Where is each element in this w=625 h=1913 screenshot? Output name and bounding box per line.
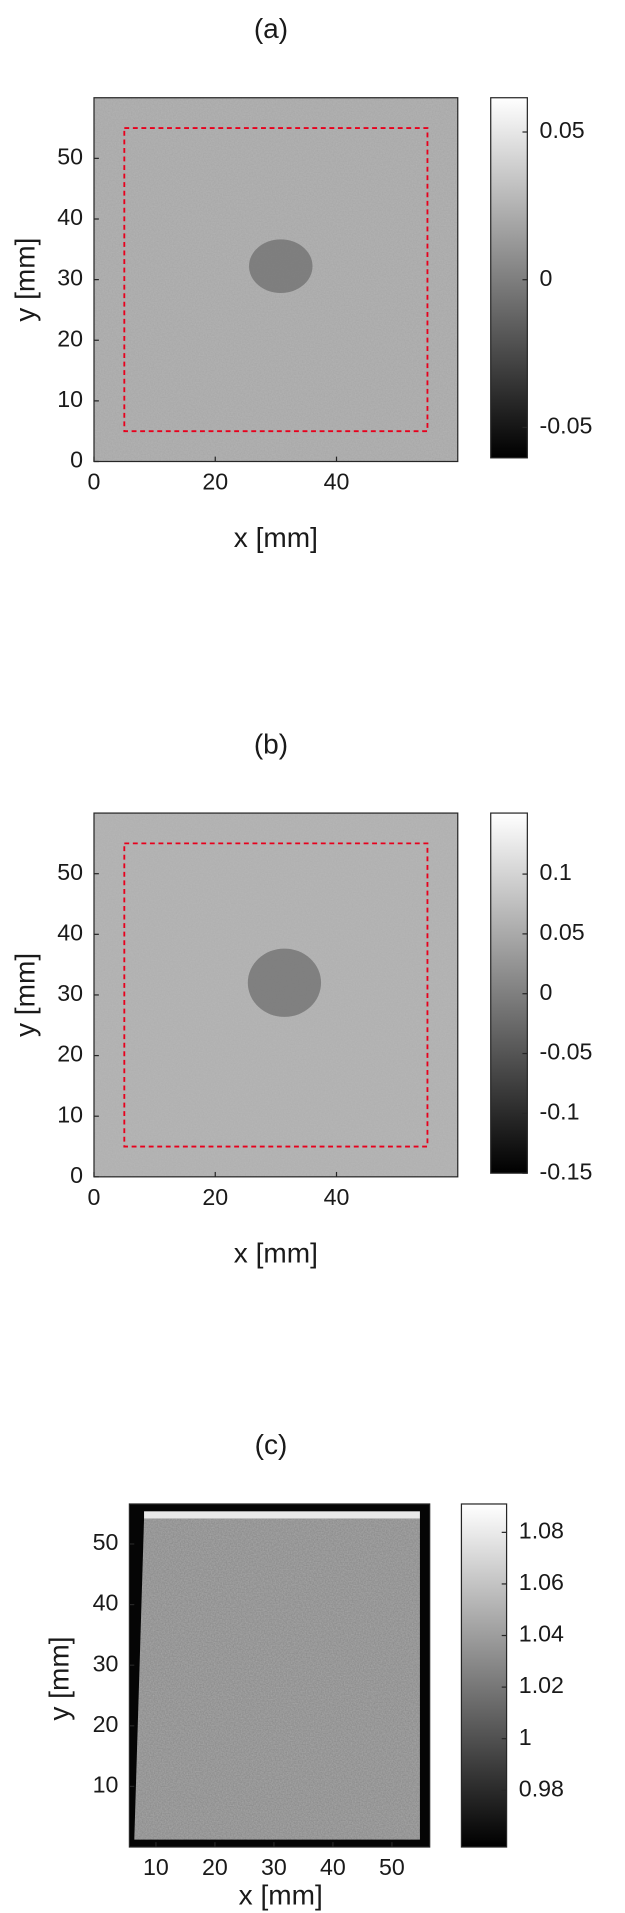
colorbar-tick-label: 1.04	[519, 1621, 564, 1647]
x-axis-label: x [mm]	[239, 1879, 323, 1910]
colorbar-tick-label: 0	[540, 979, 553, 1005]
colorbar-tick-label: 1.02	[519, 1672, 564, 1698]
y-tick-label: 30	[57, 265, 83, 291]
panel: (c) 10 20 30 40 50 10 20 30 40 50 x [mm] y [mm] 0.98 1…	[43, 1429, 564, 1910]
colorbar-tick-label: 1.06	[519, 1569, 564, 1595]
y-tick-label: 50	[93, 1529, 119, 1555]
x-tick-label: 20	[202, 469, 228, 495]
x-tick-label: 0	[88, 1184, 101, 1210]
x-tick-label: 40	[324, 469, 350, 495]
x-tick-label: 20	[202, 1184, 228, 1210]
colorbar-tick-label: -0.1	[540, 1098, 580, 1124]
y-tick-label: 40	[57, 919, 83, 945]
colorbar-tick-label: 0.05	[540, 117, 585, 143]
x-tick-label: 40	[320, 1854, 346, 1880]
panel-title: (a)	[254, 13, 288, 44]
x-tick-label: 30	[261, 1854, 287, 1880]
colorbar-tick-label: 0	[540, 265, 553, 291]
colorbar-tick-label: -0.05	[540, 413, 593, 439]
y-tick-label: 40	[93, 1590, 119, 1616]
y-tick-label: 0	[70, 1162, 83, 1188]
y-tick-label: 20	[57, 1041, 83, 1067]
y-tick-label: 20	[93, 1711, 119, 1737]
panel-title: (c)	[255, 1429, 288, 1460]
x-tick-label: 0	[88, 469, 101, 495]
colorbar	[490, 812, 528, 1174]
colorbar	[460, 1503, 508, 1848]
x-tick-label: 40	[324, 1184, 350, 1210]
x-tick-label: 10	[143, 1854, 169, 1880]
panel-title: (b)	[254, 728, 288, 759]
colorbar-tick-label: 0.1	[540, 859, 572, 885]
y-axis-label: y [mm]	[43, 1636, 74, 1720]
x-tick-label: 20	[202, 1854, 228, 1880]
y-axis-label: y [mm]	[9, 953, 40, 1037]
colorbar-tick-label: -0.05	[540, 1039, 593, 1065]
colorbar	[490, 97, 528, 459]
y-tick-label: 30	[93, 1650, 119, 1676]
y-tick-label: 20	[57, 325, 83, 351]
colorbar-tick-label: -0.15	[540, 1158, 593, 1184]
panel: (b) 0 20 40 0 10 20 30 40 50 x [mm] y [mm] -0.15 -0.1…	[9, 728, 592, 1268]
colorbar-tick-label: 1	[519, 1724, 532, 1750]
x-axis-label: x [mm]	[234, 522, 318, 553]
image-feature	[249, 239, 313, 294]
y-tick-label: 30	[57, 980, 83, 1006]
roi-rectangle	[123, 842, 429, 1148]
image-texture	[129, 1503, 430, 1848]
x-tick-label: 50	[379, 1854, 405, 1880]
image-edge	[144, 1511, 420, 1519]
y-tick-label: 10	[57, 1101, 83, 1127]
y-tick-label: 10	[57, 386, 83, 412]
plot-frame	[128, 1503, 431, 1848]
y-tick-label: 50	[57, 859, 83, 885]
x-axis-label: x [mm]	[234, 1237, 318, 1268]
panel: (a) 0 20 40 0 10 20 30 40 50 x [mm] y [mm] -0.05 0 0.0…	[9, 13, 592, 553]
colorbar-tick-label: 0.98	[519, 1775, 564, 1801]
colorbar-tick-label: 1.08	[519, 1517, 564, 1543]
y-tick-label: 50	[57, 143, 83, 169]
y-tick-label: 40	[57, 204, 83, 230]
y-axis-label: y [mm]	[9, 238, 40, 322]
image-feature	[247, 948, 322, 1017]
y-tick-label: 0	[70, 447, 83, 473]
colorbar-tick-label: 0.05	[540, 919, 585, 945]
y-tick-label: 10	[93, 1772, 119, 1798]
roi-rectangle	[123, 127, 429, 433]
